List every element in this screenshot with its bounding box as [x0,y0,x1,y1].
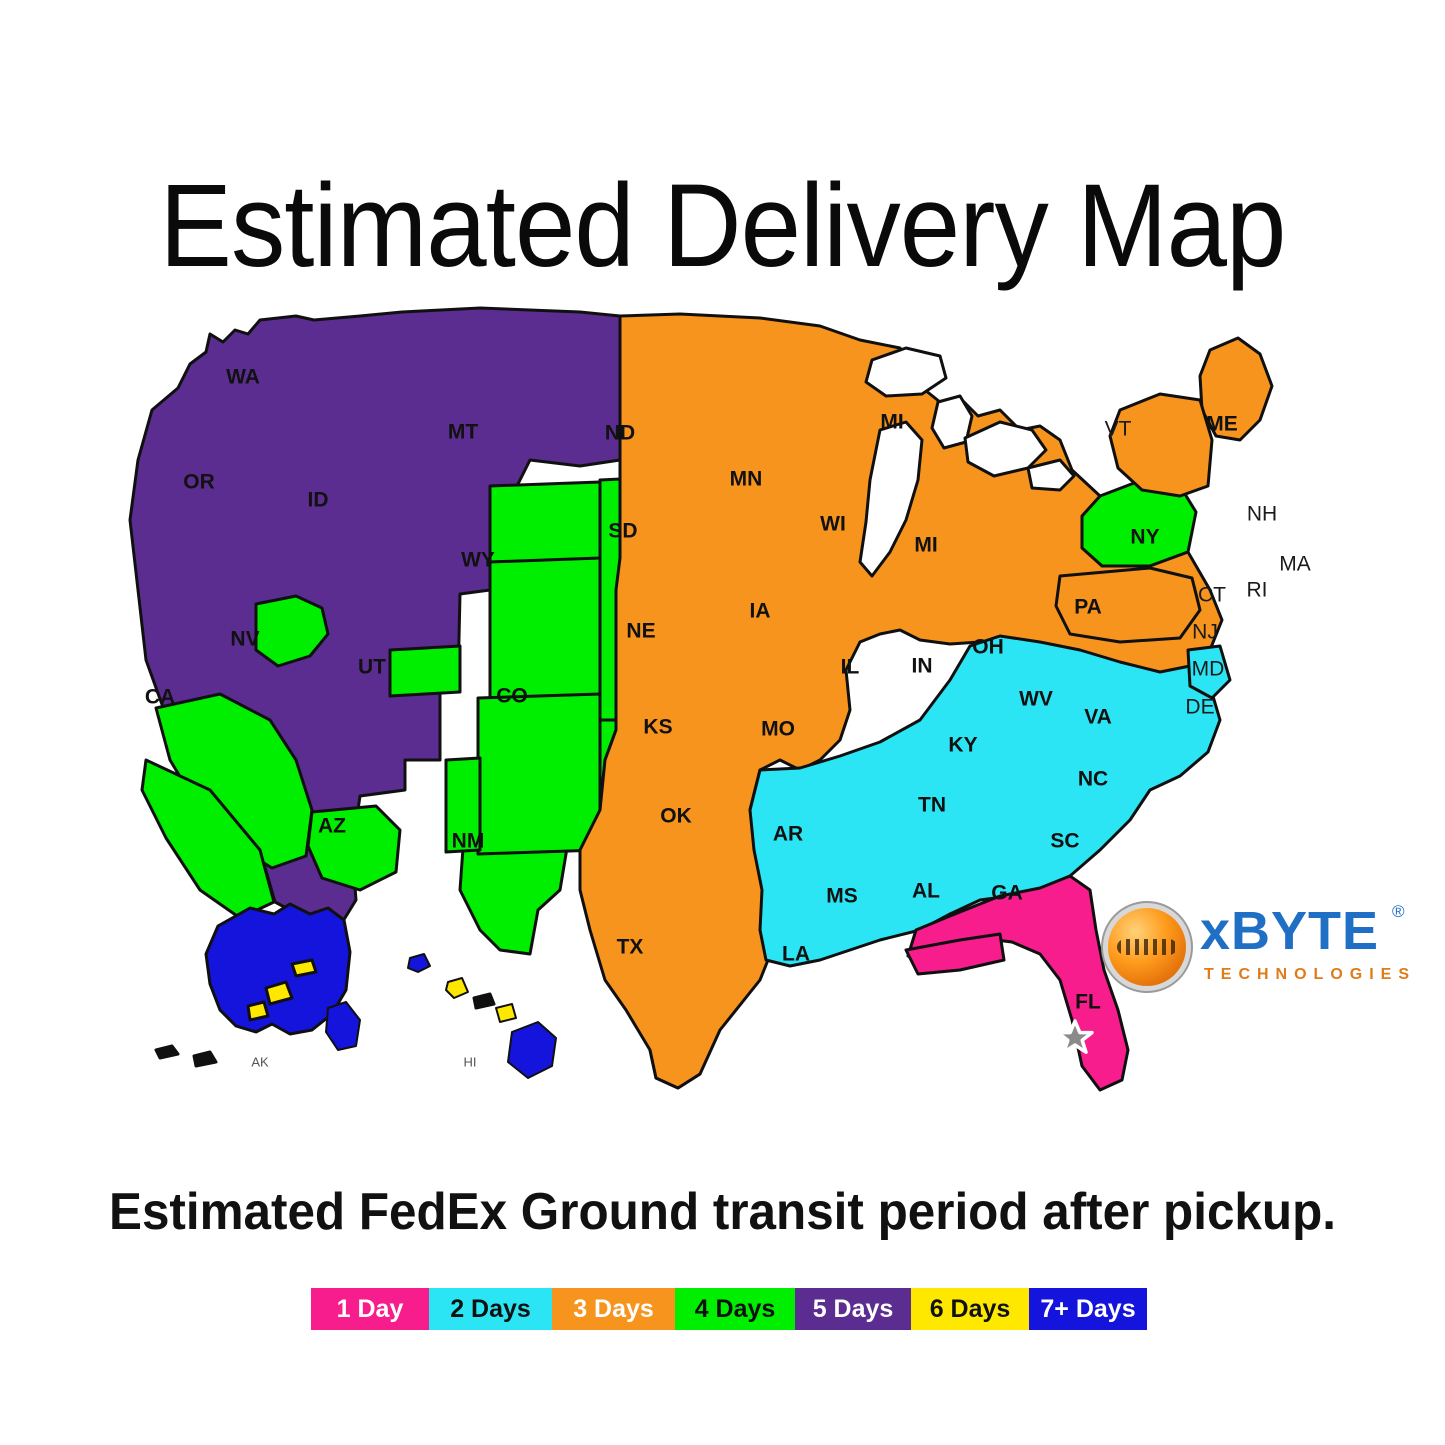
state-label-ri: RI [1247,579,1268,602]
logo-brand-byte: BYTE [1231,901,1380,961]
legend-item-2-days: 2 Days [429,1288,552,1330]
state-label-wy: WY [461,549,495,572]
state-label-nj: NJ [1192,621,1218,644]
state-label-la: LA [782,943,810,966]
state-label-nh: NH [1247,503,1277,526]
us-delivery-map: WA OR ID MT WY NV UT CA CO AZ NM ND SD NE KS OK TX MN IA MO… [60,290,1400,1130]
state-label-ca: CA [145,686,175,709]
legend-item-5-days: 5 Days [795,1288,911,1330]
state-label-ok: OK [660,805,692,828]
xbyte-orb-icon [1108,908,1186,986]
state-label-wi: WI [820,513,846,536]
registered-mark-icon: ® [1392,902,1405,921]
state-label-az: AZ [318,815,346,838]
state-label-nd: ND [605,422,635,445]
map-zones [128,306,1274,1092]
legend-label: 5 Days [812,1294,894,1323]
state-label-id: ID [308,489,329,512]
zone-1-day [904,874,1130,1092]
state-label-nc: NC [1078,768,1108,791]
state-label-pa: PA [1074,596,1102,619]
state-label-mi: MI [880,411,903,434]
legend-label: 6 Days [929,1294,1011,1323]
legend-label: 7+ Days [1040,1294,1136,1323]
transit-time-legend: 1 Day 2 Days 3 Days 4 Days 5 Days 6 Days 7+ Da… [311,1288,1147,1330]
legend-item-3-days: 3 Days [552,1288,675,1330]
state-label-ia: IA [750,600,771,623]
star-marker [1056,1019,1094,1054]
state-label-ks: KS [643,716,672,739]
state-label-ak: AK [251,1054,269,1069]
state-label-tn: TN [918,794,946,817]
state-label-il: IL [841,656,860,679]
state-label-nm: NM [452,830,485,853]
state-label-vt: VT [1105,418,1132,441]
state-label-wa: WA [226,366,260,389]
state-label-ne: NE [626,620,655,643]
caption-text: Estimated FedEx Ground transit period af… [109,1183,1336,1241]
state-label-ny: NY [1130,526,1159,549]
state-label-in: IN [912,655,933,678]
state-label-sc: SC [1050,830,1079,853]
state-label-me: ME [1206,413,1238,436]
great-lakes [858,346,1076,578]
legend-item-4-days: 4 Days [675,1288,795,1330]
legend-label: 3 Days [573,1294,654,1323]
state-label-co: CO [496,685,528,708]
state-label-or: OR [183,471,215,494]
logo-tagline: TECHNOLOGIES [1204,966,1417,983]
state-label-ms: MS [826,885,858,908]
legend-label: 2 Days [450,1294,531,1323]
logo-wordmark: xBYTE [1200,904,1379,958]
state-label-group: WA OR ID MT WY NV UT CA CO AZ NM ND SD NE KS OK TX MN IA MO… [145,366,1311,1070]
state-label-mi: MI [914,534,937,557]
legend-item-7-days: 7+ Days [1029,1288,1147,1330]
legend-item-6-days: 6 Days [911,1288,1029,1330]
page-title: Estimated Delivery Map [159,160,1286,293]
state-label-nv: NV [230,628,259,651]
zone-2-days [748,634,1232,968]
xbyte-logo[interactable]: xBYTE ® TECHNOLOGIES [1108,898,1409,1002]
state-label-ut: UT [358,656,386,679]
map-svg: WA OR ID MT WY NV UT CA CO AZ NM ND SD NE KS OK TX MN IA MO… [128,306,1311,1092]
state-label-wv: WV [1019,688,1053,711]
hawaii [407,953,557,1079]
state-label-ar: AR [773,823,803,846]
alaska [154,902,361,1068]
state-label-va: VA [1084,706,1112,729]
state-label-oh: OH [972,636,1004,659]
state-label-sd: SD [608,520,637,543]
state-label-hi: HI [464,1054,477,1069]
state-label-ct: CT [1198,584,1226,607]
logo-brand-x: x [1200,901,1232,961]
state-label-tx: TX [617,936,644,959]
state-label-mt: MT [448,421,478,444]
state-label-de: DE [1185,696,1214,719]
state-label-ky: KY [948,734,977,757]
state-label-mo: MO [761,718,795,741]
legend-label: 1 Day [336,1294,404,1323]
state-label-fl: FL [1075,991,1101,1014]
state-label-al: AL [912,880,940,903]
zone-3-days [578,312,1274,1090]
legend-item-1-day: 1 Day [311,1288,429,1330]
state-label-md: MD [1192,658,1225,681]
state-label-ga: GA [991,882,1023,905]
legend-label: 4 Days [694,1294,776,1323]
state-label-mn: MN [730,468,763,491]
state-label-ma: MA [1279,553,1311,576]
